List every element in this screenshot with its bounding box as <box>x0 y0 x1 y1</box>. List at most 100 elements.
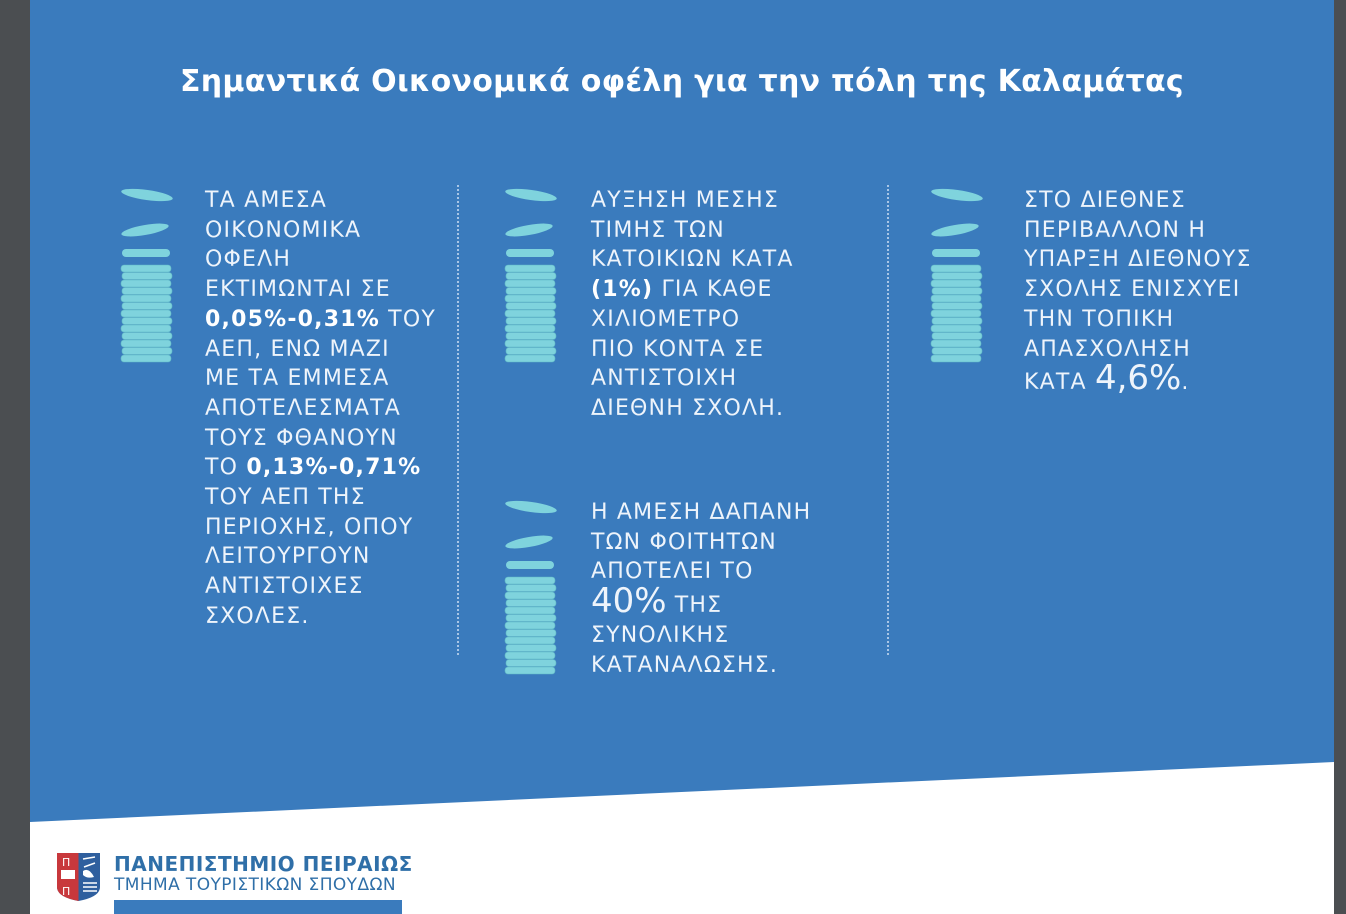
coin <box>121 188 173 202</box>
text-segment: ΟΙΚΟΝΟΜΙΚΑ <box>205 217 362 243</box>
text-segment: ΟΦΕΛΗ <box>205 247 292 273</box>
coin <box>931 302 983 310</box>
text-line: ΚΑΤΑΝΑΛΩΣΗΣ. <box>591 651 811 681</box>
text-segment: ΑΠΑΣΧΟΛΗΣΗ <box>1024 336 1191 362</box>
highlight-value: (1%) <box>591 277 654 303</box>
coin <box>120 279 172 288</box>
benefit-employment-text: ΣΤΟ ΔΙΕΘΝΕΣ ΠΕΡΙΒΑΛΛΟΝ Η ΥΠΑΡΞΗ ΔΙΕΘΝΟΥΣ ΣΧ… <box>1024 186 1252 398</box>
coin <box>121 317 173 325</box>
text-line: ΜΕ ΤΑ ΕΜΜΕΣΑ <box>205 364 436 394</box>
text-line: ΥΠΑΡΞΗ ΔΙΕΘΝΟΥΣ <box>1024 245 1252 275</box>
coin <box>120 354 172 363</box>
text-segment: ΤΟΥ <box>379 306 436 332</box>
text-segment: ΤΟΥ ΑΕΠ ΤΗΣ <box>205 485 366 511</box>
coin <box>930 324 982 333</box>
coin <box>931 317 983 325</box>
coin <box>120 324 172 333</box>
highlight-value: 0,05%-0,31% <box>205 306 380 332</box>
text-segment: ΠΕΡΙΒΑΛΛΟΝ Η <box>1024 217 1207 243</box>
coin <box>931 223 979 237</box>
text-line: ΤΙΜΗΣ ΤΩΝ <box>591 216 794 246</box>
text-line: ΣΧΟΛΕΣ. <box>205 602 436 632</box>
svg-text:Π: Π <box>62 856 70 869</box>
highlight-value: 40% <box>591 581 667 622</box>
coin-stack-icon <box>504 500 557 675</box>
coin <box>505 629 557 637</box>
coin <box>504 606 556 615</box>
text-line: ΠΕΡΙΒΑΛΛΟΝ Η <box>1024 216 1252 246</box>
text-line: ΠΙΟ ΚΟΝΤΑ ΣΕ <box>591 335 794 365</box>
coin <box>504 294 556 303</box>
coin <box>930 309 982 318</box>
text-segment: ΑΝΤΙΣΤΟΙΧΕΣ <box>205 574 364 600</box>
text-segment: ΓΙΑ ΚΑΘΕ <box>653 277 773 303</box>
text-line: (1%) ΓΙΑ ΚΑΘΕ <box>591 275 794 305</box>
text-line: ΚΑΤΟΙΚΙΩΝ ΚΑΤΑ <box>591 245 794 275</box>
coin <box>120 339 172 348</box>
text-segment: ΑΝΤΙΣΤΟΙΧΗ <box>591 366 738 392</box>
coin <box>504 279 556 288</box>
text-line: ΔΙΕΘΝΗ ΣΧΟΛΗ. <box>591 394 794 424</box>
coin <box>930 294 982 303</box>
highlight-value: 4,6% <box>1094 358 1182 399</box>
coin <box>506 249 554 257</box>
text-line: ΑΝΤΙΣΤΟΙΧΕΣ <box>205 572 436 602</box>
coin <box>504 621 556 630</box>
text-line: ΟΙΚΟΝΟΜΙΚΑ <box>205 216 436 246</box>
text-segment: ΚΑΤΟΙΚΙΩΝ ΚΑΤΑ <box>591 247 794 273</box>
text-line: ΤΟΥ ΑΕΠ ΤΗΣ <box>205 483 436 513</box>
text-line: ΑΠΟΤΕΛΕΣΜΑΤΑ <box>205 394 436 424</box>
coin <box>505 347 557 355</box>
text-line: ΠΕΡΙΟΧΗΣ, ΟΠΟΥ <box>205 513 436 543</box>
text-line: ΚΑΤΑ 4,6%. <box>1024 361 1252 398</box>
page-title: Σημαντικά Οικονομικά οφέλη για την πόλη … <box>179 64 1185 99</box>
coin <box>931 332 983 340</box>
coin <box>121 332 173 340</box>
text-segment: ΤΩΝ ΦΟΙΤΗΤΩΝ <box>591 529 777 555</box>
coin <box>930 354 982 363</box>
coin <box>120 309 172 318</box>
highlight-value: 0,13%-0,71% <box>246 455 422 481</box>
university-logo-icon: Π Π <box>57 853 100 901</box>
coin <box>505 302 557 310</box>
text-segment: ΑΥΞΗΣΗ ΜΕΣΗΣ <box>591 188 779 213</box>
text-segment: ΤΟ <box>205 455 247 481</box>
benefit-spending-text: Η ΑΜΕΣΗ ΔΑΠΑΝΗ ΤΩΝ ΦΟΙΤΗΤΩΝ ΑΠΟΤΕΛΕΙ ΤΟ 40%… <box>591 498 811 680</box>
coin <box>505 584 557 592</box>
university-name: ΠΑΝΕΠΙΣΤΗΜΙΟ ΠΕΙΡΑΙΩΣ <box>114 852 413 876</box>
infographic-page: Σημαντικά Οικονομικά οφέλη για την πόλη … <box>30 0 1334 914</box>
text-line: ΑΠΑΣΧΟΛΗΣΗ <box>1024 335 1252 365</box>
coin <box>930 264 982 273</box>
text-line: ΣΥΝΟΛΙΚΗΣ <box>591 621 811 651</box>
coin <box>505 332 557 340</box>
coin <box>505 223 553 237</box>
coin <box>931 287 983 295</box>
coin <box>504 264 556 273</box>
coin <box>930 339 982 348</box>
text-segment: Η ΑΜΕΣΗ ΔΑΠΑΝΗ <box>591 500 812 525</box>
coin <box>122 249 170 257</box>
coin <box>931 188 983 202</box>
coin <box>504 651 556 660</box>
text-line: ΛΕΙΤΟΥΡΓΟΥΝ <box>205 542 436 572</box>
coin <box>504 636 556 645</box>
coin <box>505 287 557 295</box>
text-segment: ΤΟΥΣ ΦΘΑΝΟΥΝ <box>205 425 398 451</box>
coin <box>506 561 554 569</box>
text-segment: ΤΑ ΑΜΕΣΑ <box>205 188 327 213</box>
text-segment: ΥΠΑΡΞΗ ΔΙΕΘΝΟΥΣ <box>1024 247 1252 273</box>
text-line: ΣΤΟ ΔΙΕΘΝΕΣ <box>1024 186 1252 216</box>
coin <box>505 535 553 549</box>
text-segment: ΠΙΟ ΚΟΝΤΑ ΣΕ <box>591 336 765 362</box>
coin <box>505 599 557 607</box>
column-divider <box>887 185 889 655</box>
coin <box>121 223 169 237</box>
text-segment: ΤΗΣ <box>666 593 723 619</box>
coin <box>505 500 557 514</box>
footer-bar <box>114 900 402 914</box>
coin <box>504 354 556 363</box>
coin <box>504 666 556 675</box>
text-segment: ΚΑΤΑ <box>1024 370 1095 396</box>
text-segment: ΕΚΤΙΜΩΝΤΑΙ ΣΕ <box>205 277 391 303</box>
coin <box>505 317 557 325</box>
